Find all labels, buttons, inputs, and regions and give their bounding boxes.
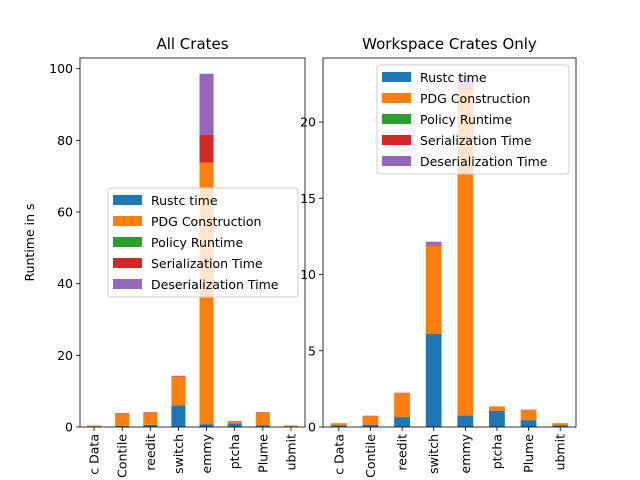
x-tick-label-0-6: Plume xyxy=(255,434,270,473)
bar-1-5-1 xyxy=(489,406,505,411)
axes-frame-0 xyxy=(79,57,306,428)
y-tick-label-0-1: 20 xyxy=(57,348,73,363)
bar-0-4-3 xyxy=(199,134,214,163)
bar-0-7-1 xyxy=(283,425,298,427)
x-tick-label-1-1: Contile xyxy=(363,434,378,478)
x-tick-label-1-4: emmy xyxy=(458,433,473,473)
x-tick-label-1-6: Plume xyxy=(521,434,536,473)
bar-0-3-1 xyxy=(171,376,186,406)
x-tick-label-0-5: ptcha xyxy=(227,434,242,469)
legend-swatch-1-2 xyxy=(382,114,411,124)
bar-1-0-1 xyxy=(330,423,347,426)
bar-0-3-3 xyxy=(171,376,186,377)
bar-1-3-0 xyxy=(425,333,442,427)
legend-label-1-0: Rustc time xyxy=(420,70,487,85)
bar-1-6-1 xyxy=(520,410,537,421)
y-tick-label-1-3: 15 xyxy=(300,191,316,206)
legend-label-0-0: Rustc time xyxy=(151,193,218,208)
legend-swatch-1-0 xyxy=(382,72,411,82)
legend-swatch-1-3 xyxy=(382,135,411,145)
bar-0-5-1 xyxy=(227,421,242,424)
bar-0-2-0 xyxy=(143,424,158,427)
y-tick-label-1-0: 0 xyxy=(308,420,316,435)
legend-swatch-0-4 xyxy=(113,279,142,289)
x-tick-label-1-2: reedit xyxy=(395,434,410,471)
x-tick-label-1-0: c Data xyxy=(331,434,346,475)
y-tick-label-1-2: 10 xyxy=(300,267,316,282)
x-tick-label-1-3: switch xyxy=(426,434,441,474)
chart-title-0: All Crates xyxy=(156,35,228,53)
x-tick-label-0-1: Contile xyxy=(115,434,130,478)
x-tick-label-0-4: emmy xyxy=(199,433,214,473)
bar-1-6-0 xyxy=(520,420,537,427)
y-tick-label-0-3: 60 xyxy=(57,205,73,220)
x-tick-label-1-7: ubmit xyxy=(553,434,568,471)
y-tick-label-1-4: 20 xyxy=(300,115,316,130)
legend-0: Rustc time PDG Construction Policy Runtime… xyxy=(107,187,299,298)
bar-1-3-4 xyxy=(425,241,442,245)
legend-label-0-3: Serialization Time xyxy=(151,256,263,271)
bar-1-1-0 xyxy=(362,424,379,427)
bar-1-2-0 xyxy=(394,417,410,427)
bar-1-3-3 xyxy=(425,244,442,246)
y-axis-label-0: Runtime in s xyxy=(22,203,37,281)
legend-box-1 xyxy=(376,64,570,175)
bar-0-6-0 xyxy=(255,425,270,427)
legend-swatch-1-4 xyxy=(382,156,411,166)
legend-swatch-0-0 xyxy=(113,195,142,205)
bar-0-1-1 xyxy=(115,413,130,426)
y-tick-label-1-1: 5 xyxy=(308,343,316,358)
chart-panel-1: c Data Contile reedit switch emmy ptcha Plume u… xyxy=(300,35,577,478)
bar-1-5-0 xyxy=(489,410,505,427)
legend-label-1-1: PDG Construction xyxy=(420,91,530,106)
x-tick-label-0-7: ubmit xyxy=(283,434,298,471)
legend-1: Rustc time PDG Construction Policy Runtime… xyxy=(376,64,570,175)
legend-box-0 xyxy=(107,187,299,298)
x-tick-label-1-5: ptcha xyxy=(489,434,504,469)
bar-1-2-1 xyxy=(394,393,410,418)
bar-0-4-0 xyxy=(199,424,214,427)
y-tick-label-0-0: 0 xyxy=(65,420,73,435)
bar-0-6-1 xyxy=(255,412,270,426)
bar-1-1-1 xyxy=(362,416,379,425)
legend-label-0-2: Policy Runtime xyxy=(151,235,243,250)
x-tick-label-0-0: c Data xyxy=(87,434,102,475)
bar-0-3-0 xyxy=(171,405,186,427)
y-tick-label-0-4: 80 xyxy=(57,133,73,148)
chart-title-1: Workspace Crates Only xyxy=(362,35,537,53)
legend-label-0-1: PDG Construction xyxy=(151,214,261,229)
legend-label-0-4: Deserialization Time xyxy=(151,277,279,292)
legend-swatch-0-2 xyxy=(113,237,142,247)
legend-swatch-0-1 xyxy=(113,216,142,226)
bar-1-0-0 xyxy=(330,425,347,427)
x-tick-label-0-2: reedit xyxy=(143,434,158,471)
y-tick-label-0-5: 100 xyxy=(49,61,73,76)
bar-0-1-0 xyxy=(115,425,130,427)
legend-label-1-4: Deserialization Time xyxy=(420,154,548,169)
axes-frame-1 xyxy=(322,57,577,428)
bar-0-2-1 xyxy=(143,412,158,425)
legend-label-1-3: Serialization Time xyxy=(420,133,532,148)
bar-0-0-1 xyxy=(87,425,102,427)
bar-0-4-4 xyxy=(199,73,214,135)
bar-1-4-0 xyxy=(457,415,474,427)
legend-swatch-0-3 xyxy=(113,258,142,268)
bar-1-7-1 xyxy=(552,423,569,426)
bar-1-3-1 xyxy=(425,245,442,334)
bar-0-5-0 xyxy=(227,423,242,427)
bar-1-7-0 xyxy=(552,425,569,427)
legend-swatch-1-1 xyxy=(382,93,411,103)
legend-label-1-2: Policy Runtime xyxy=(420,112,512,127)
chart-panel-0: c Data Contile reedit switch emmy ptcha Plume u… xyxy=(22,35,306,478)
y-tick-label-0-2: 40 xyxy=(57,276,73,291)
x-tick-label-0-3: switch xyxy=(171,434,186,474)
